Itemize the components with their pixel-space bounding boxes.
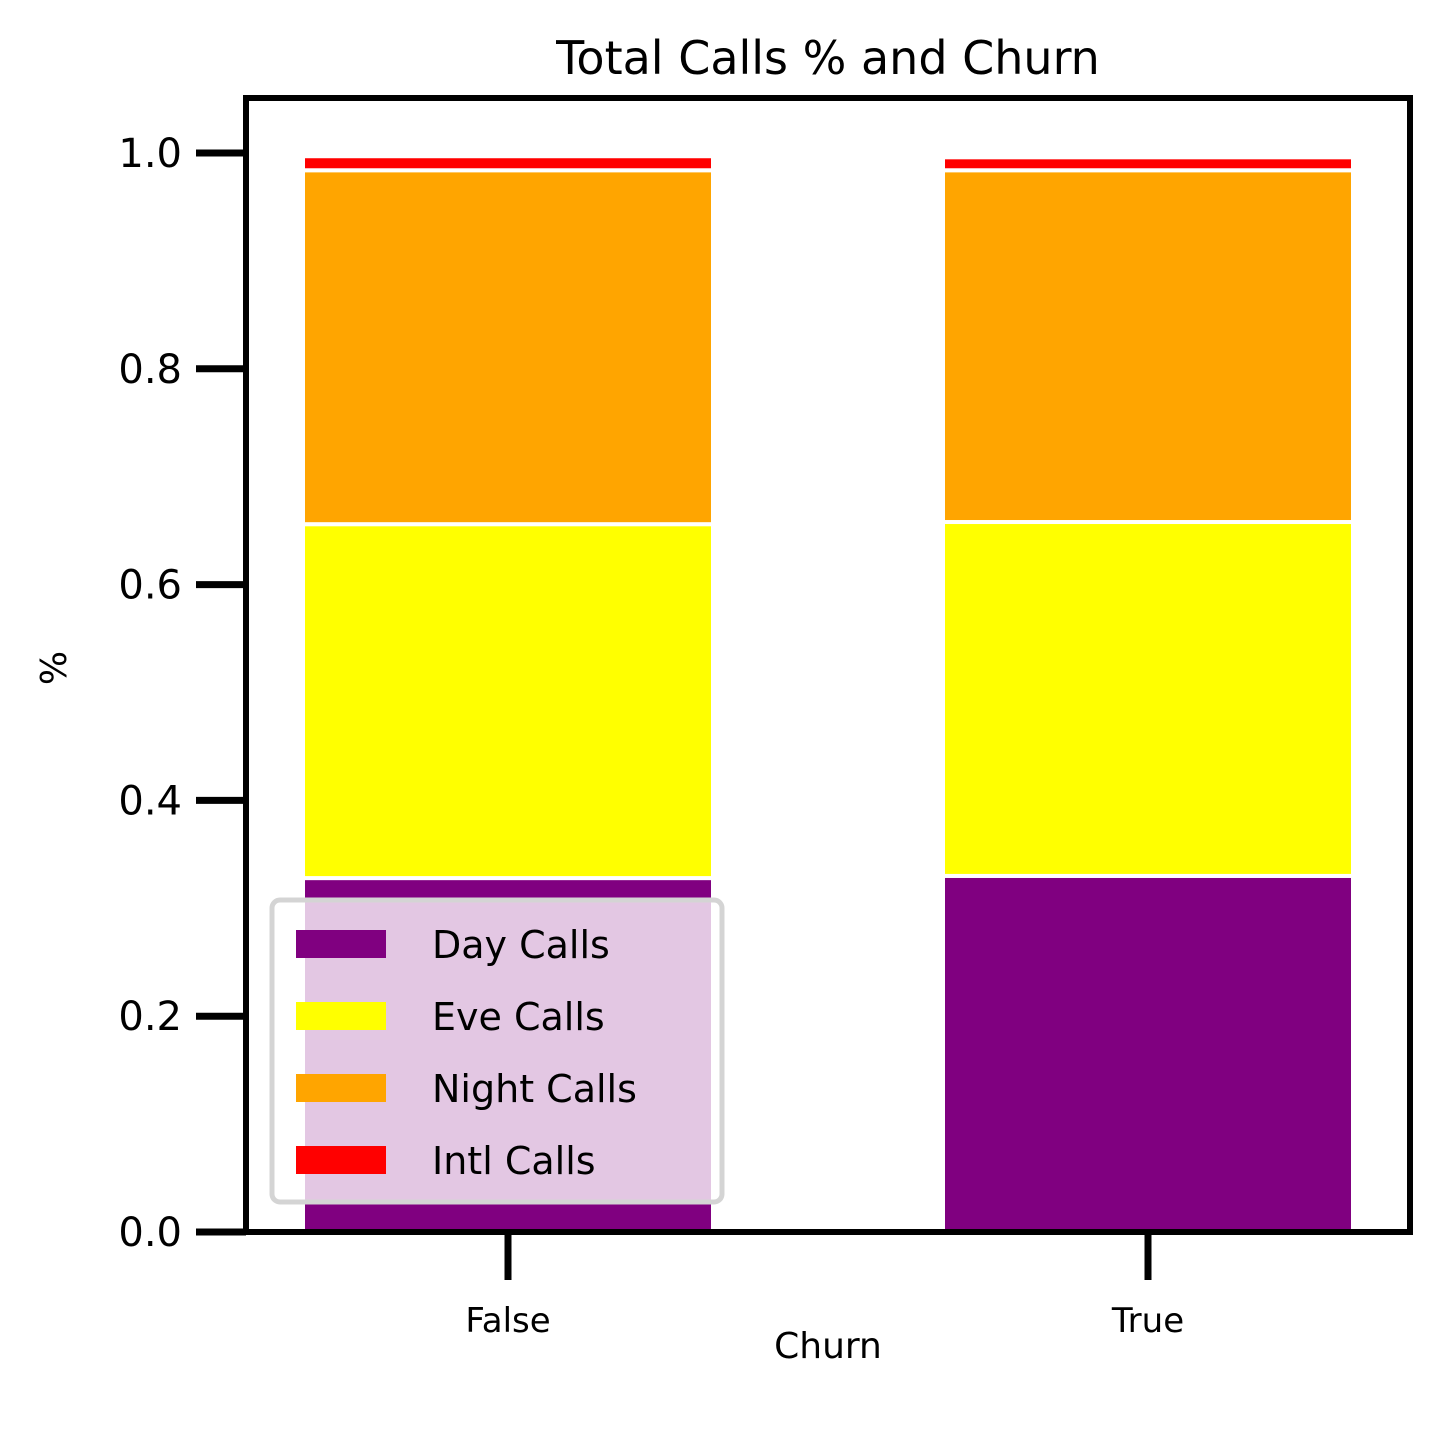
y-tick-label: 0.4 bbox=[118, 778, 182, 824]
y-tick-label: 0.0 bbox=[118, 1210, 182, 1256]
bars-layer bbox=[301, 154, 1355, 1234]
bar-true-day-calls bbox=[941, 873, 1355, 1234]
plot-frame bbox=[243, 95, 1413, 1235]
bar-true-night-calls bbox=[941, 168, 1355, 525]
x-tick-label: True bbox=[1111, 1301, 1184, 1341]
y-axis-label: % bbox=[34, 651, 75, 685]
legend-box bbox=[269, 897, 725, 1205]
x-axis-label: Churn bbox=[774, 1326, 882, 1367]
y-axis: 0.0 0.2 0.4 0.6 0.8 1.0 bbox=[118, 131, 246, 1256]
bar-true-intl-calls bbox=[941, 155, 1355, 173]
legend-label: Intl Calls bbox=[432, 1139, 596, 1183]
x-tick-label: False bbox=[465, 1301, 550, 1341]
bar-false-intl-calls bbox=[301, 154, 715, 173]
x-axis: False True bbox=[465, 1232, 1184, 1341]
legend-swatch-intl-calls bbox=[296, 1146, 386, 1174]
legend-label: Night Calls bbox=[432, 1067, 637, 1111]
y-tick-label: 0.6 bbox=[118, 563, 182, 609]
y-tick-label: 0.2 bbox=[118, 994, 182, 1040]
y-tick-label: 0.8 bbox=[118, 347, 182, 393]
legend-swatch-day-calls bbox=[296, 930, 386, 958]
bar-true-eve-calls bbox=[941, 520, 1355, 878]
legend-swatch-night-calls bbox=[296, 1074, 386, 1102]
bar-false-night-calls bbox=[301, 168, 715, 527]
legend-label: Day Calls bbox=[432, 923, 610, 967]
chart-title: Total Calls % and Churn bbox=[555, 31, 1100, 85]
bar-false-eve-calls bbox=[301, 522, 715, 881]
legend-label: Eve Calls bbox=[432, 995, 605, 1039]
legend-swatch-eve-calls bbox=[296, 1002, 386, 1030]
legend: Day Calls Eve Calls Night Calls Intl Calls bbox=[269, 897, 725, 1205]
y-tick-label: 1.0 bbox=[118, 131, 182, 177]
